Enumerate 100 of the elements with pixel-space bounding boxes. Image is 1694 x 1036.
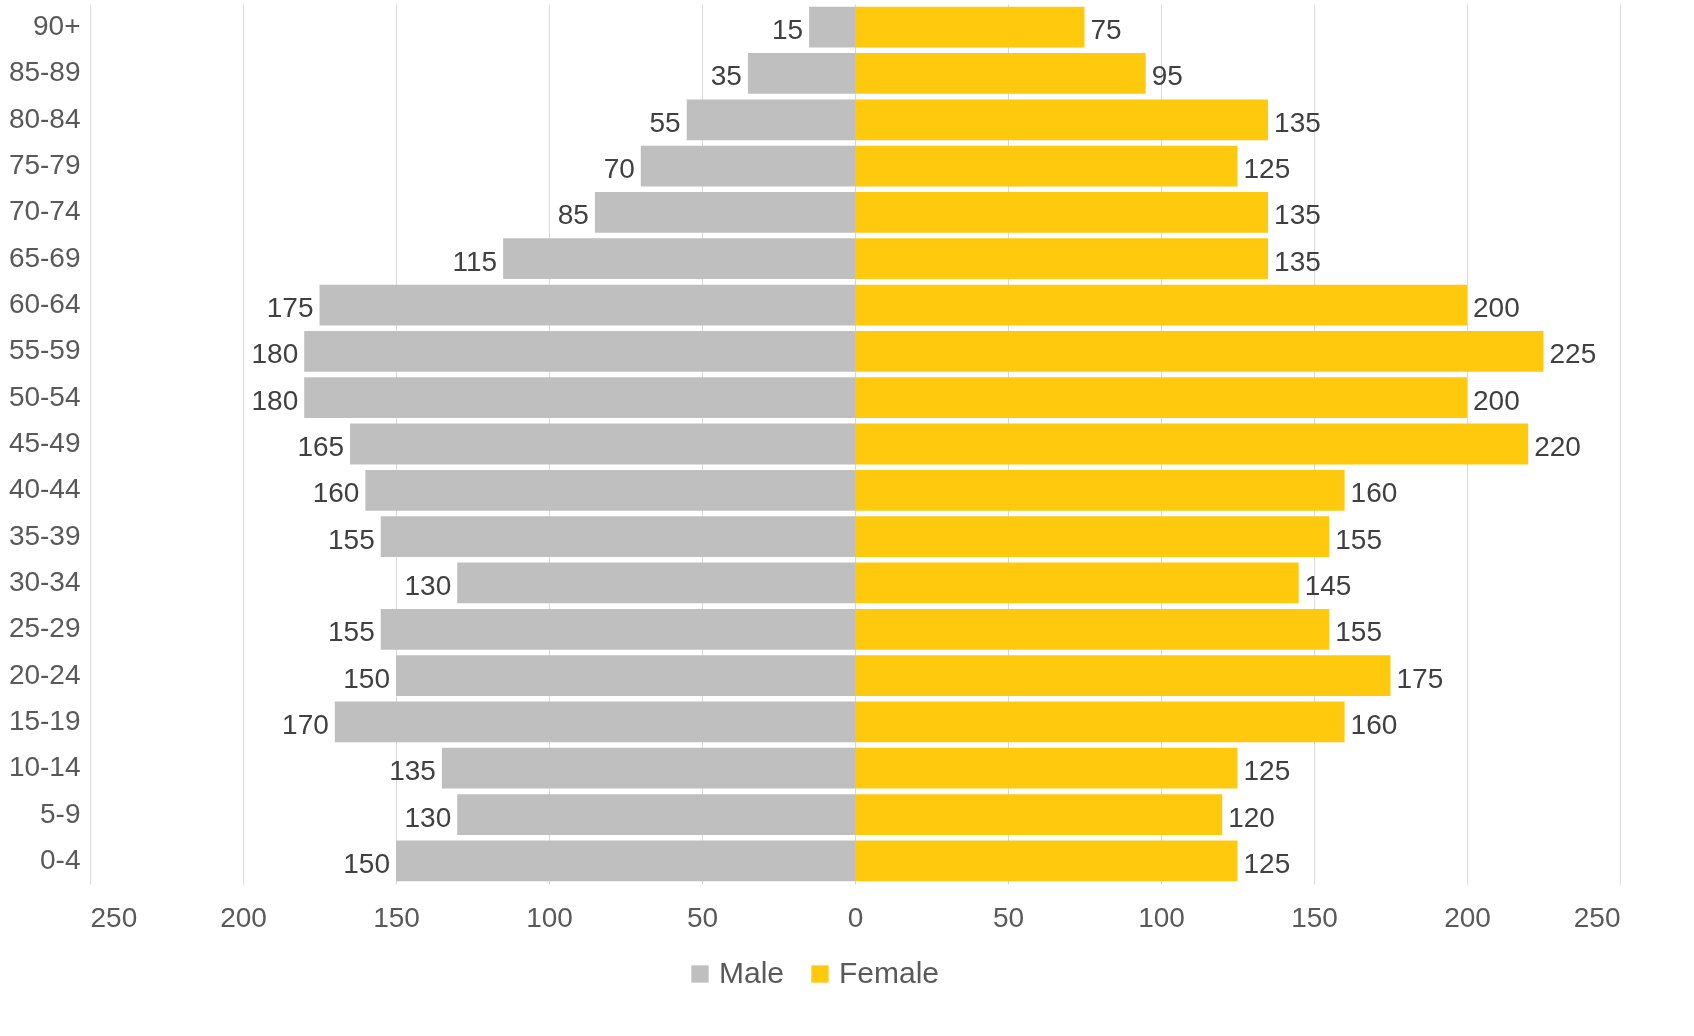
bar — [334, 701, 855, 743]
x-tick-label: 150 — [373, 901, 420, 933]
bar — [809, 6, 855, 48]
data-label: 85 — [557, 199, 589, 231]
bar — [350, 423, 855, 465]
data-label: 125 — [1243, 153, 1291, 185]
data-label: 135 — [1274, 106, 1321, 138]
y-tick-label: 5-9 — [40, 797, 81, 829]
x-tick-label: 0 — [847, 901, 864, 933]
x-tick-label: 150 — [1291, 901, 1338, 933]
bar — [855, 747, 1238, 789]
data-label: 75 — [1090, 14, 1122, 46]
data-label: 130 — [404, 569, 452, 601]
data-label: 150 — [343, 662, 390, 694]
data-label: 200 — [1473, 384, 1520, 416]
y-tick-label: 10-14 — [8, 751, 81, 783]
bar — [396, 655, 855, 696]
data-label: 135 — [1274, 199, 1321, 231]
y-tick-label: 90+ — [33, 10, 81, 42]
y-tick-label: 0-4 — [40, 843, 81, 875]
data-label: 15 — [771, 14, 804, 46]
legend-label: Female — [839, 956, 940, 989]
data-label: 145 — [1304, 569, 1352, 601]
data-label: 115 — [452, 245, 498, 277]
bar — [855, 377, 1467, 419]
bar — [380, 608, 855, 650]
bar — [855, 99, 1269, 141]
x-tick-label: 50 — [686, 901, 719, 933]
y-tick-label: 30-34 — [8, 565, 81, 597]
data-label: 135 — [1274, 245, 1321, 277]
data-label: 220 — [1534, 431, 1581, 462]
data-label: 130 — [404, 801, 452, 833]
bar — [855, 53, 1146, 94]
data-label: 180 — [251, 384, 299, 416]
data-label: 155 — [1335, 616, 1383, 648]
x-tick-label: 250 — [90, 901, 138, 933]
data-label: 55 — [649, 106, 681, 138]
bar — [855, 330, 1544, 372]
bar — [457, 562, 855, 604]
x-tick-label: 200 — [220, 901, 267, 933]
data-label: 175 — [266, 292, 314, 324]
y-tick-label: 80-84 — [8, 102, 81, 134]
x-tick-label: 200 — [1444, 901, 1491, 933]
bar — [855, 145, 1238, 187]
bar — [640, 145, 855, 187]
bar — [365, 469, 855, 511]
x-tick-label: 100 — [526, 901, 573, 933]
data-label: 200 — [1473, 292, 1520, 324]
bar — [855, 701, 1345, 743]
y-tick-label: 65-69 — [8, 241, 81, 273]
y-tick-label: 25-29 — [8, 612, 81, 644]
x-tick-label: 250 — [1573, 901, 1621, 933]
data-label: 175 — [1396, 662, 1444, 694]
y-tick-label: 50-54 — [8, 380, 81, 412]
bar — [594, 192, 855, 233]
y-tick-label: 60-64 — [8, 288, 81, 320]
data-label: 120 — [1228, 801, 1275, 833]
data-label: 155 — [327, 523, 375, 555]
y-tick-label: 15-19 — [8, 704, 81, 736]
bar — [855, 655, 1391, 696]
bar — [855, 516, 1330, 558]
data-label: 170 — [282, 708, 329, 740]
bar — [396, 840, 855, 882]
bar — [855, 284, 1467, 326]
bar — [855, 840, 1238, 882]
bar — [457, 794, 855, 835]
data-label: 155 — [1335, 523, 1383, 555]
bar — [855, 562, 1299, 604]
bar — [441, 747, 855, 789]
bar — [855, 192, 1269, 233]
bar — [855, 423, 1529, 465]
y-tick-label: 35-39 — [8, 519, 81, 551]
data-label: 70 — [603, 153, 635, 185]
y-tick-label: 75-79 — [8, 149, 81, 181]
bar — [855, 238, 1269, 280]
legend-label: Male — [719, 956, 785, 989]
bar — [855, 6, 1085, 48]
data-label: 160 — [1350, 708, 1398, 740]
y-tick-label: 40-44 — [8, 473, 81, 505]
data-label: 155 — [327, 616, 375, 648]
data-label: 95 — [1151, 60, 1183, 92]
y-tick-label: 20-24 — [8, 658, 81, 690]
data-label: 160 — [312, 477, 360, 509]
data-label: 35 — [710, 60, 742, 92]
data-label: 165 — [297, 431, 345, 462]
data-label: 125 — [1243, 847, 1291, 879]
data-label: 160 — [1350, 477, 1398, 509]
x-tick-label: 50 — [992, 901, 1025, 933]
bar — [304, 377, 855, 419]
data-label: 150 — [343, 847, 390, 879]
data-label: 125 — [1243, 755, 1291, 787]
bar — [319, 284, 855, 326]
bar — [686, 99, 855, 141]
data-label: 225 — [1549, 338, 1597, 370]
y-tick-label: 55-59 — [8, 334, 81, 366]
bar — [855, 608, 1330, 650]
y-tick-label: 85-89 — [8, 56, 81, 88]
y-tick-label: 45-49 — [8, 427, 81, 458]
bar — [747, 53, 855, 94]
y-tick-label: 70-74 — [8, 195, 81, 227]
